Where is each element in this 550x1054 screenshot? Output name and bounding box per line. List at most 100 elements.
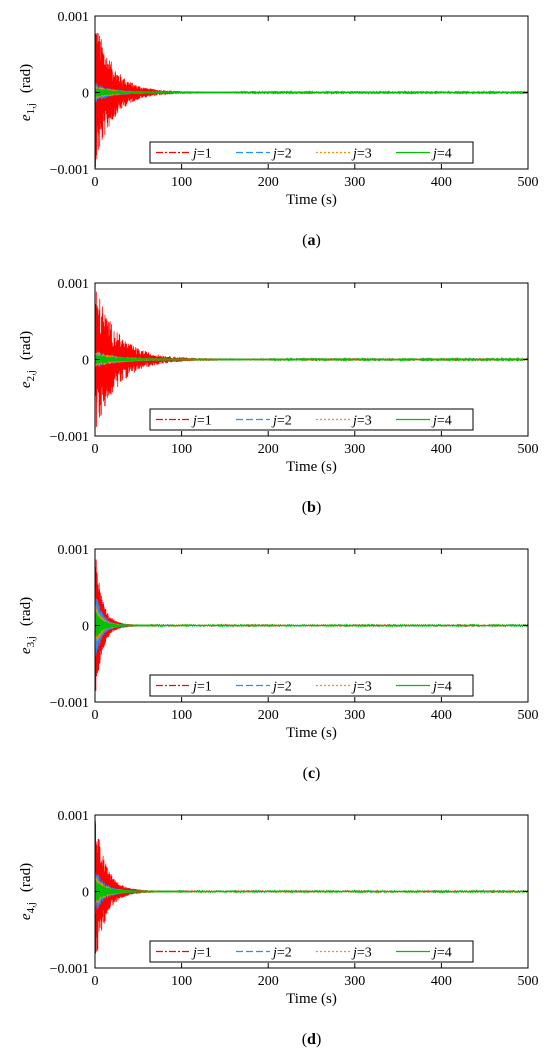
- plot-area: [95, 820, 528, 954]
- x-tick-label: 200: [258, 708, 279, 723]
- panel-caption: (c): [303, 765, 321, 782]
- legend: j=1 j=2 j=3 j=4: [149, 408, 474, 431]
- x-tick-label: 500: [518, 708, 539, 723]
- legend-label-4: j=4: [431, 680, 452, 695]
- series-line-4: [95, 611, 528, 637]
- legend-label-2: j=2: [271, 680, 292, 695]
- y-axis-subscript: 2,j: [25, 370, 37, 381]
- legend-label-2: j=2: [271, 414, 292, 429]
- y-tick-label: 0: [82, 886, 89, 901]
- plot-area: [95, 291, 528, 429]
- y-axis-label: e4,j (rad): [18, 863, 37, 920]
- x-tick-label: 200: [258, 442, 279, 457]
- x-tick-label: 300: [344, 708, 365, 723]
- x-tick-label: 300: [344, 175, 365, 190]
- legend-label-1: j=1: [191, 680, 212, 695]
- y-tick-label: 0.001: [58, 809, 90, 824]
- legend-label-3: j=3: [351, 414, 372, 429]
- series-line-4: [95, 879, 528, 902]
- legend-box: [149, 940, 474, 963]
- y-tick-label: −0.001: [50, 696, 89, 711]
- x-tick-label: 100: [171, 175, 192, 190]
- y-axis-subscript: 1,j: [25, 103, 37, 114]
- y-tick-label: 0.001: [58, 277, 90, 292]
- x-tick-label: 300: [344, 974, 365, 989]
- x-tick-label: 0: [92, 442, 99, 457]
- legend-box: [149, 141, 474, 164]
- panel-caption: (b): [302, 499, 322, 516]
- x-tick-label: 400: [431, 175, 452, 190]
- series-line-2: [95, 872, 528, 915]
- y-tick-label: −0.001: [50, 962, 89, 977]
- panel-caption: (d): [302, 1031, 322, 1048]
- legend-box: [149, 408, 474, 431]
- x-tick-label: 100: [171, 708, 192, 723]
- series-line-1: [95, 820, 528, 954]
- legend-label-4: j=4: [431, 147, 452, 162]
- x-tick-label: 100: [171, 442, 192, 457]
- y-axis-symbol: e: [18, 647, 34, 654]
- x-tick-label: 300: [344, 442, 365, 457]
- series-line-2: [95, 588, 528, 657]
- legend: j=1 j=2 j=3 j=4: [149, 940, 474, 963]
- y-tick-label: 0.001: [58, 10, 90, 25]
- y-tick-label: 0: [82, 354, 89, 369]
- plot-area: [95, 32, 528, 168]
- x-tick-label: 200: [258, 175, 279, 190]
- legend-label-3: j=3: [351, 680, 372, 695]
- x-tick-label: 0: [92, 708, 99, 723]
- y-axis-subscript: 4,j: [25, 902, 37, 913]
- y-tick-label: 0.001: [58, 543, 90, 558]
- y-axis-unit: (rad): [18, 331, 34, 360]
- x-tick-label: 500: [518, 974, 539, 989]
- legend-label-4: j=4: [431, 414, 452, 429]
- legend-label-1: j=1: [191, 147, 212, 162]
- x-axis-label: Time (s): [286, 991, 337, 1007]
- x-tick-label: 0: [92, 175, 99, 190]
- series-line-4: [95, 354, 528, 364]
- y-axis-label: e3,j (rad): [18, 597, 37, 654]
- x-tick-label: 400: [431, 974, 452, 989]
- x-tick-label: 0: [92, 974, 99, 989]
- y-tick-label: −0.001: [50, 163, 89, 178]
- legend-label-3: j=3: [351, 946, 372, 961]
- y-axis-unit: (rad): [18, 597, 34, 626]
- y-axis-label: e2,j (rad): [18, 331, 37, 388]
- y-tick-label: −0.001: [50, 430, 89, 445]
- legend: j=1 j=2 j=3 j=4: [149, 674, 474, 697]
- y-axis-unit: (rad): [18, 863, 34, 892]
- x-tick-label: 200: [258, 974, 279, 989]
- x-axis-label: Time (s): [286, 192, 337, 208]
- x-tick-label: 400: [431, 708, 452, 723]
- y-axis-symbol: e: [18, 381, 34, 388]
- legend-label-3: j=3: [351, 147, 372, 162]
- legend-label-4: j=4: [431, 946, 452, 961]
- y-axis-symbol: e: [18, 114, 34, 121]
- x-axis-label: Time (s): [286, 725, 337, 741]
- legend-label-1: j=1: [191, 414, 212, 429]
- series-line-1: [95, 554, 528, 691]
- plot-area: [95, 554, 528, 691]
- x-tick-label: 500: [518, 175, 539, 190]
- legend-label-2: j=2: [271, 946, 292, 961]
- legend-box: [149, 674, 474, 697]
- y-axis-label: e1,j (rad): [18, 64, 37, 121]
- y-axis-unit: (rad): [18, 64, 34, 93]
- x-axis-label: Time (s): [286, 459, 337, 475]
- series-line-4: [95, 88, 528, 98]
- panel-caption: (a): [302, 232, 321, 249]
- x-tick-label: 400: [431, 442, 452, 457]
- legend: j=1 j=2 j=3 j=4: [149, 141, 474, 164]
- y-axis-subscript: 3,j: [25, 636, 37, 647]
- legend-label-2: j=2: [271, 147, 292, 162]
- y-tick-label: 0: [82, 87, 89, 102]
- y-axis-symbol: e: [18, 913, 34, 920]
- y-tick-label: 0: [82, 620, 89, 635]
- x-tick-label: 500: [518, 442, 539, 457]
- x-tick-label: 100: [171, 974, 192, 989]
- legend-label-1: j=1: [191, 946, 212, 961]
